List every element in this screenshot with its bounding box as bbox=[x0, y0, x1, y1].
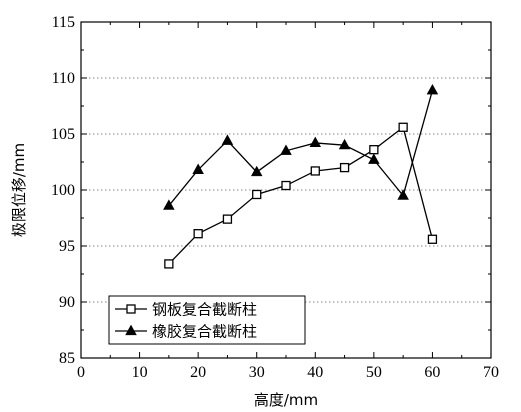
y-tick-label: 95 bbox=[59, 238, 75, 255]
y-axis-label: 极限位移/mm bbox=[10, 143, 28, 237]
data-point bbox=[368, 153, 380, 164]
data-point bbox=[310, 166, 320, 176]
data-point bbox=[426, 83, 439, 95]
data-point bbox=[163, 199, 175, 210]
data-point bbox=[281, 180, 291, 191]
y-tick-label: 110 bbox=[52, 70, 75, 87]
data-point bbox=[221, 134, 234, 145]
data-point bbox=[338, 138, 351, 150]
x-tick-label: 50 bbox=[366, 364, 382, 381]
x-tick-label: 10 bbox=[132, 364, 148, 381]
x-tick-label: 20 bbox=[190, 364, 206, 381]
data-point bbox=[192, 163, 204, 174]
x-tick-label: 0 bbox=[77, 364, 85, 381]
data-point bbox=[252, 189, 262, 200]
data-point bbox=[250, 165, 263, 177]
data-point bbox=[309, 136, 322, 148]
x-tick-label: 70 bbox=[483, 364, 499, 381]
legend-marker bbox=[126, 304, 136, 314]
y-tick-label: 90 bbox=[59, 294, 75, 311]
y-tick-label: 85 bbox=[59, 350, 75, 367]
series-0 bbox=[164, 122, 438, 269]
data-point bbox=[398, 122, 408, 132]
x-axis-label: 高度/mm bbox=[254, 391, 318, 409]
legend-entry: 橡胶复合截断柱 bbox=[152, 323, 257, 341]
y-tick-label: 115 bbox=[52, 14, 75, 31]
data-point bbox=[339, 162, 350, 173]
x-tick-label: 60 bbox=[424, 364, 440, 381]
series-line bbox=[168, 126, 434, 265]
legend-entry: 钢板复合截断柱 bbox=[152, 301, 257, 319]
axis-ticks: 0 10 20 30 40 50 60 70 85 90 95 100 105 110 115 bbox=[51, 14, 499, 381]
data-point bbox=[427, 234, 438, 244]
data-point bbox=[369, 145, 379, 155]
series-line bbox=[168, 90, 434, 207]
series-layer bbox=[163, 83, 439, 269]
data-point bbox=[193, 229, 203, 239]
y-tick-label: 105 bbox=[51, 126, 75, 143]
x-tick-label: 30 bbox=[249, 364, 265, 381]
legend-box bbox=[108, 295, 306, 345]
x-tick-label: 40 bbox=[307, 364, 323, 381]
data-point bbox=[397, 189, 409, 200]
y-tick-label: 100 bbox=[51, 182, 75, 199]
series-1 bbox=[163, 83, 439, 210]
data-point bbox=[280, 144, 292, 155]
data-point bbox=[222, 214, 233, 224]
data-point bbox=[164, 259, 174, 269]
legend-marker bbox=[125, 324, 137, 336]
